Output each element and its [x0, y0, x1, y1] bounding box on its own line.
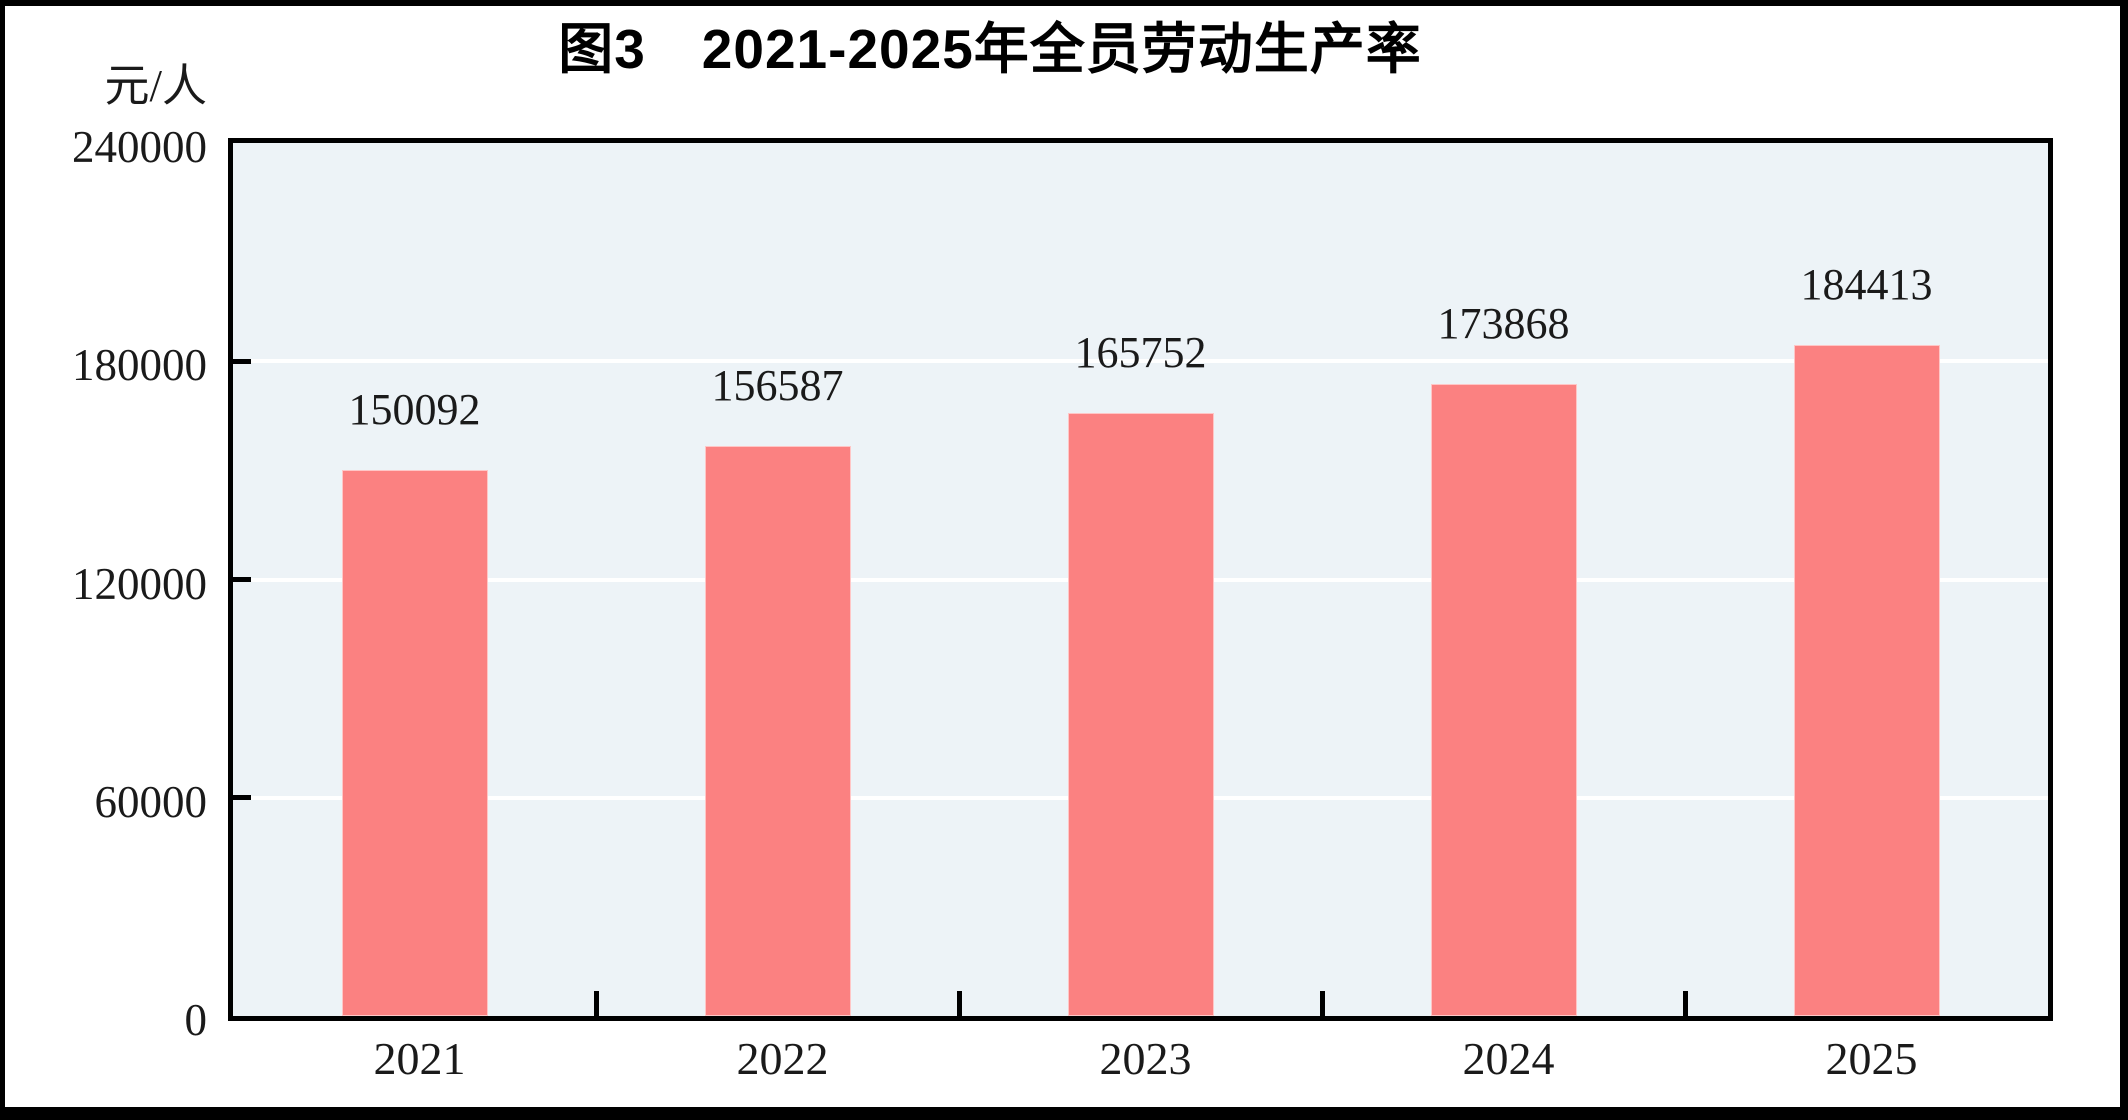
x-axis-tick-1	[593, 991, 599, 1016]
gridline-180000	[233, 359, 2048, 364]
bar-value-label-2022: 156587	[711, 361, 844, 410]
bar-2023	[1067, 413, 1214, 1016]
x-axis-tick-4	[1682, 991, 1688, 1016]
x-tick-label-2024: 2024	[1462, 1033, 1555, 1084]
x-tick-label-2021: 2021	[373, 1033, 466, 1084]
y-axis-unit-label: 元/人	[104, 61, 207, 111]
chart-title: 图3 2021-2025年全员劳动生产率	[558, 18, 1422, 80]
y-tick-label-60000: 60000	[94, 776, 208, 827]
bar-value-label-2023: 165752	[1074, 328, 1207, 377]
y-tick-label-180000: 180000	[72, 340, 207, 391]
y-axis-tick-180000	[233, 358, 251, 364]
y-tick-label-240000: 240000	[72, 122, 207, 172]
x-tick-label-2022: 2022	[736, 1033, 829, 1084]
bar-2022	[704, 446, 851, 1016]
y-axis-tick-120000	[233, 577, 251, 582]
y-tick-label-0: 0	[184, 995, 208, 1045]
bar-value-label-2024: 173868	[1437, 299, 1570, 348]
bar-2024	[1430, 384, 1577, 1016]
bar-2021	[341, 470, 488, 1016]
plot-area: 150092 156587 165752 173868 184413	[228, 138, 2053, 1021]
bar-value-label-2021: 150092	[348, 385, 481, 434]
bar-2025	[1793, 345, 1940, 1016]
x-tick-label-2023: 2023	[1099, 1033, 1192, 1084]
bar-value-label-2025: 184413	[1800, 260, 1933, 309]
x-axis-tick-3	[1319, 991, 1325, 1016]
y-axis-tick-60000	[233, 795, 251, 801]
plot-inner: 150092 156587 165752 173868 184413	[233, 143, 2048, 1016]
y-tick-label-120000: 120000	[72, 558, 207, 609]
x-tick-label-2025: 2025	[1825, 1033, 1918, 1084]
x-axis-tick-2	[956, 991, 962, 1016]
